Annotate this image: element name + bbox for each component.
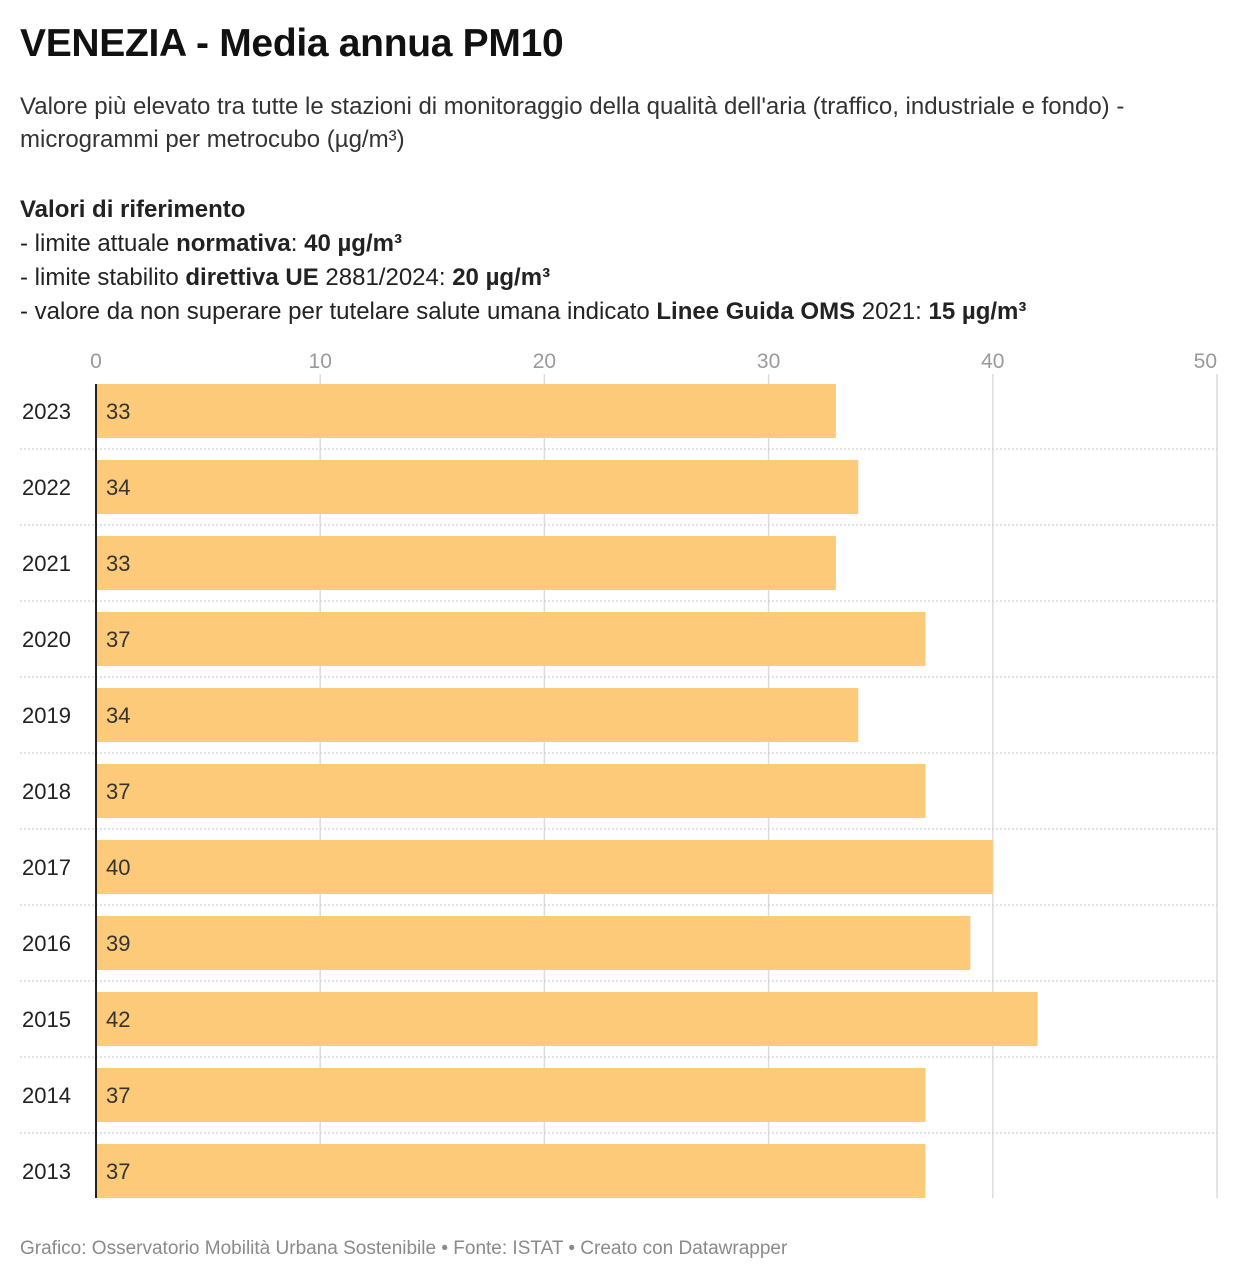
x-tick-label-10: 10 (309, 350, 332, 373)
reference-line-direttiva-ue: - limite stabilito direttiva UE 2881/202… (20, 264, 551, 291)
bar-2018 (96, 764, 926, 818)
bar-2013 (96, 1144, 926, 1198)
bar-chart: 0 10 20 30 40 50 2023 33 2022 34 2021 33 2020 37 2019… (20, 350, 1218, 1198)
bar-2014 (96, 1068, 926, 1122)
category-label-2022: 2022 (22, 475, 71, 500)
reference-line-oms: - valore da non superare per tutelare sa… (20, 298, 1027, 325)
reference-line-normativa: - limite attuale normativa: 40 µg/m³ (20, 230, 402, 257)
bar-2023 (96, 384, 836, 438)
bar-2020 (96, 612, 926, 666)
value-label-2014: 37 (106, 1083, 130, 1108)
category-label-2015: 2015 (22, 1007, 71, 1032)
category-label-2017: 2017 (22, 855, 71, 880)
x-axis-ticks: 0 10 20 30 40 50 (90, 350, 1217, 373)
reference-heading: Valori di riferimento (20, 196, 246, 223)
x-tick-label-50: 50 (1194, 350, 1217, 373)
chart-subtitle: Valore più elevato tra tutte le stazioni… (20, 93, 1125, 153)
x-tick-label-40: 40 (981, 350, 1004, 373)
value-label-2019: 34 (106, 703, 130, 728)
bar-2015 (96, 992, 1038, 1046)
x-tick-label-20: 20 (533, 350, 556, 373)
bar-2017 (96, 840, 993, 894)
value-label-2022: 34 (106, 475, 130, 500)
category-label-2018: 2018 (22, 779, 71, 804)
value-label-2013: 37 (106, 1159, 130, 1184)
value-label-2021: 33 (106, 551, 130, 576)
bars: 2023 33 2022 34 2021 33 2020 37 2019 34 2018 37 2017… (22, 384, 1038, 1198)
value-label-2016: 39 (106, 931, 130, 956)
reference-values: Valori di riferimento - limite attuale n… (20, 193, 1220, 329)
bar-2016 (96, 916, 971, 970)
chart-footer: Grafico: Osservatorio Mobilità Urbana So… (20, 1238, 788, 1259)
value-label-2015: 42 (106, 1007, 130, 1032)
category-label-2019: 2019 (22, 703, 71, 728)
bar-2019 (96, 688, 859, 742)
category-label-2016: 2016 (22, 931, 71, 956)
value-label-2020: 37 (106, 627, 130, 652)
value-label-2023: 33 (106, 399, 130, 424)
value-label-2017: 40 (106, 855, 130, 880)
category-label-2013: 2013 (22, 1159, 71, 1184)
category-label-2021: 2021 (22, 551, 71, 576)
bar-2021 (96, 536, 836, 590)
x-tick-label-0: 0 (90, 350, 102, 373)
x-tick-label-30: 30 (757, 350, 780, 373)
category-label-2020: 2020 (22, 627, 71, 652)
chart-title: VENEZIA - Media annua PM10 (20, 22, 564, 65)
category-label-2014: 2014 (22, 1083, 71, 1108)
bar-2022 (96, 460, 859, 514)
value-label-2018: 37 (106, 779, 130, 804)
category-label-2023: 2023 (22, 399, 71, 424)
